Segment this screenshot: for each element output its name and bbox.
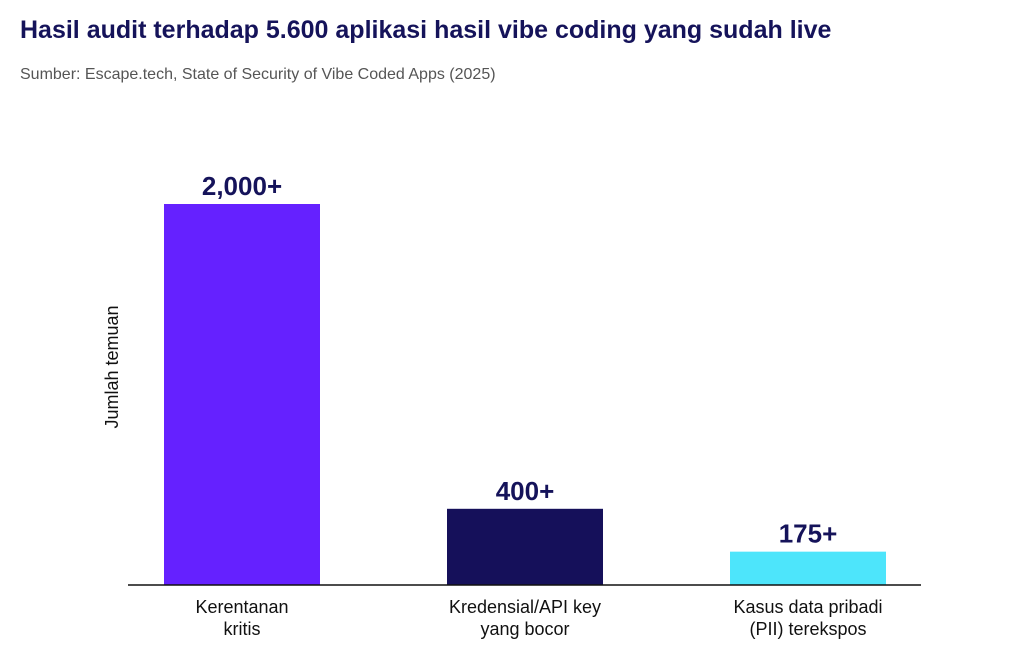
category-label-1: Kerentanan kritis bbox=[195, 597, 288, 639]
bar-3 bbox=[730, 551, 886, 585]
data-label-3: 175+ bbox=[779, 519, 838, 549]
category-label-2: Kredensial/API key yang bocor bbox=[449, 597, 601, 639]
data-label-2: 400+ bbox=[496, 476, 555, 506]
category-label-line: kritis bbox=[224, 619, 261, 639]
category-label-line: (PII) terekspos bbox=[749, 619, 866, 639]
bars bbox=[164, 204, 886, 585]
category-label-line: Kerentanan bbox=[195, 597, 288, 617]
category-label-line: Kredensial/API key bbox=[449, 597, 601, 617]
category-label-line: yang bocor bbox=[480, 619, 569, 639]
chart-subtitle: Sumber: Escape.tech, State of Security o… bbox=[20, 66, 496, 83]
category-label-line: Kasus data pribadi bbox=[733, 597, 882, 617]
chart-title: Hasil audit terhadap 5.600 aplikasi hasi… bbox=[20, 16, 832, 44]
bar-2 bbox=[447, 508, 603, 585]
y-axis-label: Jumlah temuan bbox=[102, 305, 122, 428]
category-label-3: Kasus data pribadi (PII) terekspos bbox=[733, 597, 882, 639]
data-label-1: 2,000+ bbox=[202, 171, 282, 201]
bar-1 bbox=[164, 204, 320, 585]
